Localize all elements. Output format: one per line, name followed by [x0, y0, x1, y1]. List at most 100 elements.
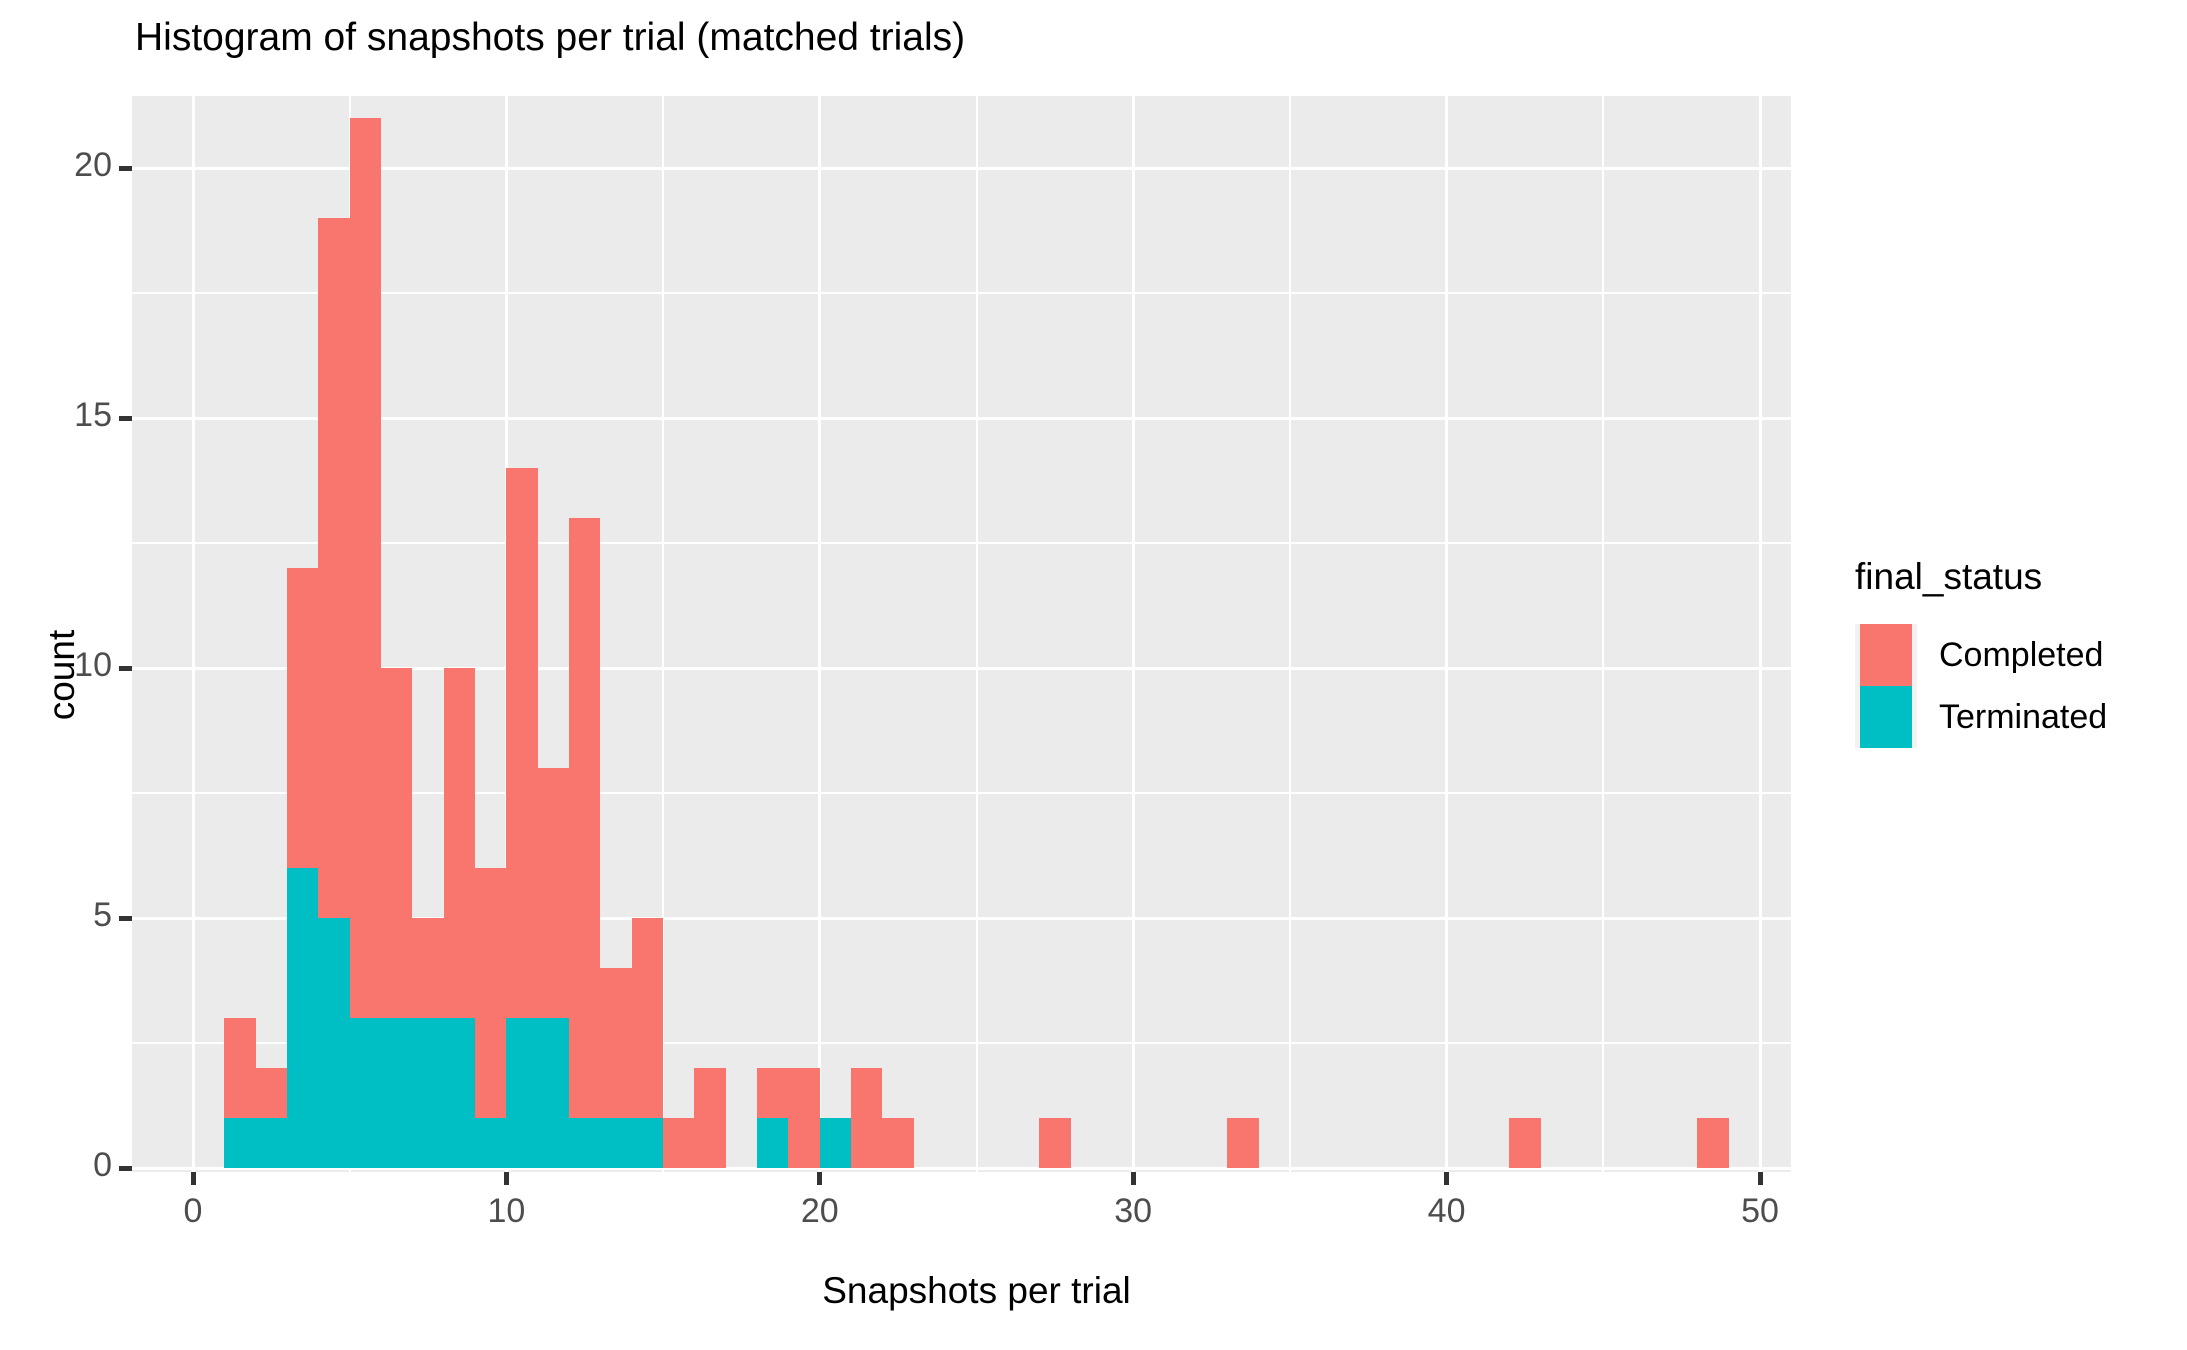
- histogram-bar: [788, 1068, 820, 1168]
- histogram-bar: [443, 668, 476, 1168]
- bar-segment-completed: [537, 768, 570, 1018]
- legend-title: final_status: [1855, 556, 2043, 597]
- bar-segment-completed: [1509, 1118, 1541, 1168]
- plot-panel: [132, 96, 1791, 1172]
- histogram-bar: [851, 1068, 883, 1168]
- gridline-x-major: [191, 96, 195, 1172]
- bar-segment-completed: [318, 218, 350, 918]
- legend-swatch-terminated: [1860, 686, 1912, 748]
- histogram-bar: [569, 518, 601, 1168]
- gridline-x-minor: [662, 96, 665, 1172]
- legend-item[interactable]: Terminated: [1855, 686, 2107, 748]
- histogram-bar: [1509, 1118, 1541, 1168]
- x-tick-mark: [817, 1172, 823, 1185]
- gridline-y-major: [132, 916, 1791, 920]
- histogram-bar: [1227, 1118, 1259, 1168]
- bar-segment-completed: [1697, 1118, 1729, 1168]
- gridline-x-major: [818, 96, 822, 1172]
- bar-segment-terminated: [318, 918, 350, 1168]
- y-tick-mark: [119, 915, 132, 921]
- x-tick-label: 40: [1427, 1192, 1466, 1230]
- gridline-x-major: [1131, 96, 1135, 1172]
- histogram-bar: [600, 968, 632, 1168]
- histogram-bar: [506, 468, 538, 1168]
- y-tick-label: 15: [74, 396, 112, 434]
- legend-label: Terminated: [1939, 697, 2108, 736]
- histogram-bar: [663, 1118, 695, 1168]
- bar-segment-completed: [851, 1068, 883, 1168]
- legend-swatch-completed: [1860, 624, 1912, 686]
- histogram-bar: [255, 1068, 287, 1168]
- gridline-x-minor: [975, 96, 978, 1172]
- histogram-bar: [819, 1118, 852, 1168]
- page-title: Histogram of snapshots per trial (matche…: [135, 16, 966, 59]
- gridline-y-minor: [132, 292, 1791, 294]
- histogram-bar: [1039, 1118, 1071, 1168]
- bar-segment-completed: [412, 918, 444, 1018]
- bar-segment-terminated: [569, 1118, 601, 1168]
- gridline-y-major: [132, 1166, 1791, 1170]
- bar-segment-completed: [255, 1068, 287, 1118]
- histogram-bar: [412, 918, 444, 1168]
- x-tick-label: 30: [1114, 1192, 1153, 1230]
- bar-segment-terminated: [537, 1018, 570, 1168]
- bar-segment-terminated: [381, 1018, 413, 1168]
- bar-segment-completed: [381, 668, 413, 1018]
- x-axis-title: Snapshots per trial: [822, 1270, 1131, 1311]
- legend-label: Completed: [1939, 635, 2104, 674]
- histogram-bar: [1697, 1118, 1729, 1168]
- bar-segment-completed: [882, 1118, 914, 1168]
- gridline-x-minor: [1288, 96, 1291, 1172]
- bar-segment-terminated: [287, 868, 319, 1168]
- x-tick-label: 20: [800, 1192, 839, 1230]
- y-tick-mark: [119, 165, 132, 171]
- gridline-x-major: [1758, 96, 1762, 1172]
- histogram-bar: [537, 768, 570, 1168]
- bar-segment-completed: [287, 568, 319, 868]
- bar-segment-completed: [224, 1018, 256, 1118]
- x-tick-mark: [1757, 1172, 1763, 1185]
- legend-items: Completed Terminated: [1855, 624, 2107, 748]
- bar-segment-completed: [631, 918, 664, 1118]
- histogram-bar: [318, 218, 350, 1168]
- gridline-y-minor: [132, 1042, 1791, 1044]
- bar-segment-terminated: [631, 1118, 664, 1168]
- bar-segment-completed: [1227, 1118, 1259, 1168]
- y-tick-mark: [119, 1165, 132, 1171]
- bar-segment-completed: [757, 1068, 789, 1118]
- bar-segment-terminated: [757, 1118, 789, 1168]
- histogram-bar: [224, 1018, 256, 1168]
- histogram-bar: [694, 1068, 726, 1168]
- bar-segment-completed: [569, 518, 601, 1118]
- histogram-bar: [475, 868, 507, 1168]
- histogram-bar: [349, 118, 382, 1168]
- bar-segment-terminated: [224, 1118, 256, 1168]
- gridline-y-major: [132, 166, 1791, 170]
- bar-segment-terminated: [349, 1018, 382, 1168]
- bar-segment-completed: [349, 118, 382, 1018]
- x-tick-mark: [1130, 1172, 1136, 1185]
- gridline-y-minor: [132, 792, 1791, 794]
- y-tick-label: 0: [93, 1146, 112, 1184]
- histogram-bar: [631, 918, 664, 1168]
- bar-segment-terminated: [819, 1118, 852, 1168]
- bar-segment-completed: [443, 668, 476, 1018]
- y-tick-label: 20: [74, 146, 112, 184]
- y-tick-label: 10: [74, 646, 112, 684]
- x-tick-label: 10: [487, 1192, 526, 1230]
- bar-segment-completed: [788, 1068, 820, 1168]
- bar-segment-completed: [600, 968, 632, 1118]
- bar-segment-completed: [694, 1068, 726, 1168]
- bar-segment-terminated: [443, 1018, 476, 1168]
- y-tick-mark: [119, 665, 132, 671]
- y-tick-mark: [119, 415, 132, 421]
- x-tick-mark: [1444, 1172, 1450, 1185]
- legend-item[interactable]: Completed: [1855, 624, 2107, 686]
- histogram-bar: [757, 1068, 789, 1168]
- bar-segment-terminated: [600, 1118, 632, 1168]
- gridline-x-minor: [1602, 96, 1605, 1172]
- legend-key: [1855, 624, 1917, 686]
- bar-segment-completed: [506, 468, 538, 1018]
- bar-segment-terminated: [412, 1018, 444, 1168]
